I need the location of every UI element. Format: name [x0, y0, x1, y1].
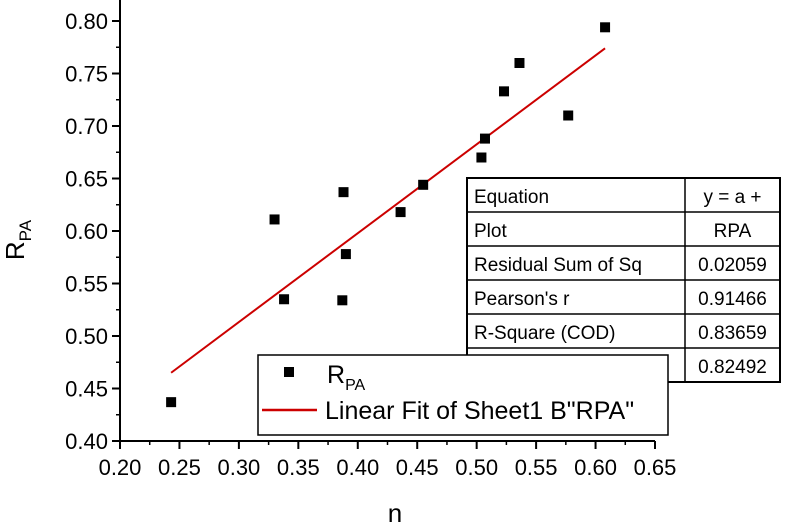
y-tick-label: 0.60	[65, 219, 108, 244]
data-point	[476, 152, 487, 163]
x-tick-label: 0.25	[158, 455, 201, 480]
x-tick-label: 0.60	[574, 455, 617, 480]
y-tick-label: 0.80	[65, 9, 108, 34]
data-point	[166, 397, 177, 408]
stats-table-label: Residual Sum of Sq	[474, 255, 642, 276]
stats-table-value: RPA	[714, 221, 752, 242]
data-points	[166, 22, 611, 408]
y-tick-label: 0.45	[65, 377, 108, 402]
y-tick-label: 0.70	[65, 114, 108, 139]
data-point	[279, 294, 290, 305]
linear-fit-line	[170, 47, 606, 374]
axes: 0.20 0.25 0.30 0.35 0.40 0.45 0.50 0.55 0.60 0.65…	[65, 0, 676, 480]
data-point	[514, 58, 525, 68]
x-tick-label: 0.30	[217, 455, 260, 480]
x-tick-label: 0.65	[634, 455, 677, 480]
stats-table-label: R-Square (COD)	[474, 323, 615, 344]
data-point	[418, 179, 429, 190]
data-point	[338, 187, 349, 198]
legend-label-rpa: RPA	[327, 361, 366, 394]
legend: RPA Linear Fit of Sheet1 B"RPA"	[257, 354, 669, 436]
data-point	[499, 86, 510, 97]
data-point	[340, 249, 351, 260]
stats-table: Equation y = a + Plot RPA Residual Sum of Sq…	[466, 177, 781, 383]
stats-table-value: 0.91466	[698, 289, 767, 310]
x-tick-label: 0.35	[277, 455, 320, 480]
y-tick-label: 0.65	[65, 167, 108, 192]
y-axis-label: RPA	[0, 219, 35, 260]
x-tick-label: 0.45	[396, 455, 439, 480]
x-tick-label: 0.20	[99, 455, 142, 480]
y-tick-label: 0.55	[65, 272, 108, 297]
data-point	[395, 207, 406, 218]
stats-table-label: Plot	[474, 221, 507, 242]
data-point	[479, 133, 490, 144]
legend-label-rpa-main: R	[327, 361, 345, 389]
x-axis-label: n	[388, 498, 402, 528]
stats-table-value: 0.83659	[698, 323, 767, 344]
x-tick-label: 0.55	[515, 455, 558, 480]
x-tick-label: 0.40	[336, 455, 379, 480]
y-tick-label: 0.40	[65, 429, 108, 454]
stats-table-label: Pearson's r	[474, 289, 570, 310]
stats-table-label: Equation	[474, 187, 549, 208]
data-point	[563, 110, 574, 121]
y-tick-label: 0.50	[65, 324, 108, 349]
stats-table-value: 0.82492	[698, 357, 767, 378]
legend-box	[257, 354, 669, 436]
legend-marker-icon	[284, 367, 294, 377]
data-point	[269, 214, 280, 225]
stats-table-value: 0.02059	[698, 255, 767, 276]
x-tick-label: 0.50	[455, 455, 498, 480]
y-axis-label-main: R	[0, 241, 30, 260]
legend-label-rpa-sub: PA	[345, 377, 365, 394]
stats-table-value: y = a +	[703, 187, 761, 208]
data-point	[600, 22, 611, 33]
y-tick-label: 0.75	[65, 62, 108, 87]
y-axis-label-sub: PA	[16, 219, 35, 241]
fit-line-layer	[170, 47, 606, 374]
data-point	[337, 295, 348, 306]
legend-label-fit: Linear Fit of Sheet1 B"RPA"	[325, 397, 634, 425]
